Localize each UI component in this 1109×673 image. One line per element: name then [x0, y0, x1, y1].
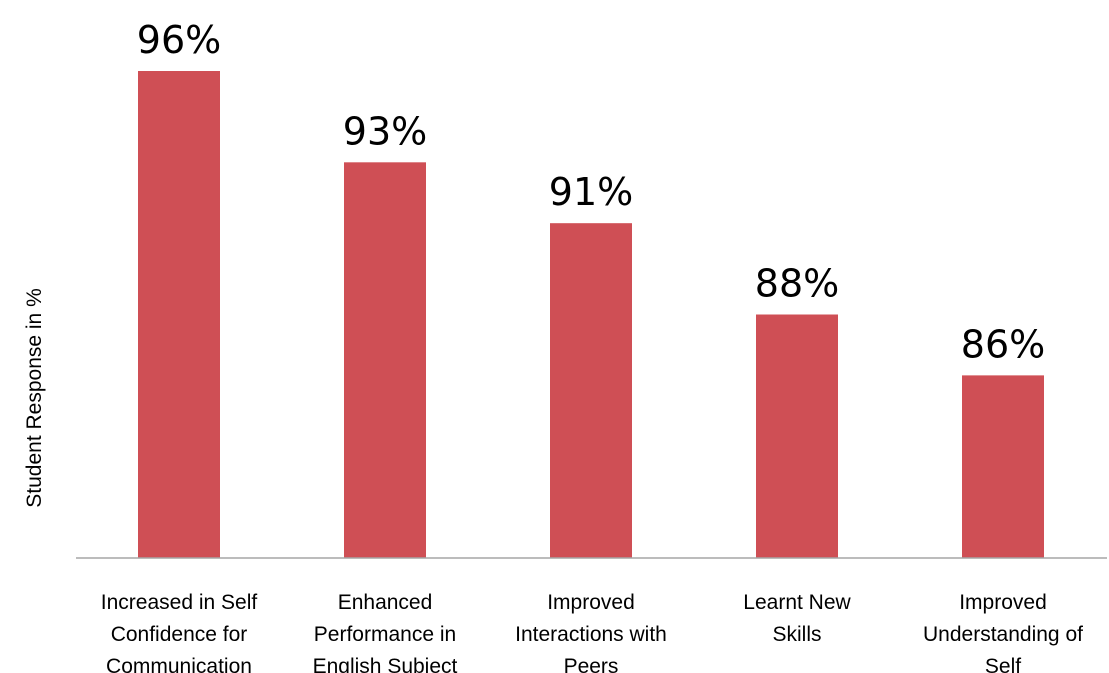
- category-label-line: Improved: [547, 591, 635, 614]
- category-label: Enhanced Performance in English Subject: [313, 591, 458, 673]
- category-label: Improved Understanding of Self: [923, 591, 1083, 673]
- category-label: Learnt New Skills: [743, 591, 851, 646]
- category-label-line: Understanding of: [923, 623, 1083, 646]
- category-label-line: Learnt New: [743, 591, 851, 614]
- category-labels-group: Increased in Self Confidence for Communica…: [101, 591, 1083, 673]
- category-label-line: English Subject: [313, 655, 458, 673]
- y-axis-label: Student Response in %: [23, 288, 46, 507]
- category-label-line: Peers: [564, 655, 619, 673]
- bar: [962, 375, 1044, 558]
- category-label-line: Interactions with: [515, 623, 667, 646]
- category-label-line: Performance in: [314, 623, 456, 646]
- category-label-line: Increased in Self: [101, 591, 258, 614]
- category-label-line: Enhanced: [338, 591, 433, 614]
- data-labels-group: 96% 93% 91% 88% 86%: [137, 18, 1045, 366]
- bar: [550, 223, 632, 558]
- category-label: Increased in Self Confidence for Communica…: [101, 591, 258, 673]
- category-label: Improved Interactions with Peers: [515, 591, 667, 673]
- bar: [756, 314, 838, 558]
- data-label: 93%: [343, 109, 427, 153]
- bar: [138, 71, 220, 558]
- bar: [344, 162, 426, 558]
- data-label: 88%: [755, 262, 839, 306]
- category-label-line: Confidence for: [111, 623, 248, 646]
- bars-group: [138, 71, 1044, 558]
- category-label-line: Self: [985, 655, 1021, 673]
- category-label-line: Skills: [772, 623, 821, 646]
- data-label: 91%: [549, 170, 633, 214]
- category-label-line: Communication: [106, 655, 252, 673]
- data-label: 86%: [961, 322, 1045, 366]
- category-label-line: Improved: [959, 591, 1047, 614]
- data-label: 96%: [137, 18, 221, 62]
